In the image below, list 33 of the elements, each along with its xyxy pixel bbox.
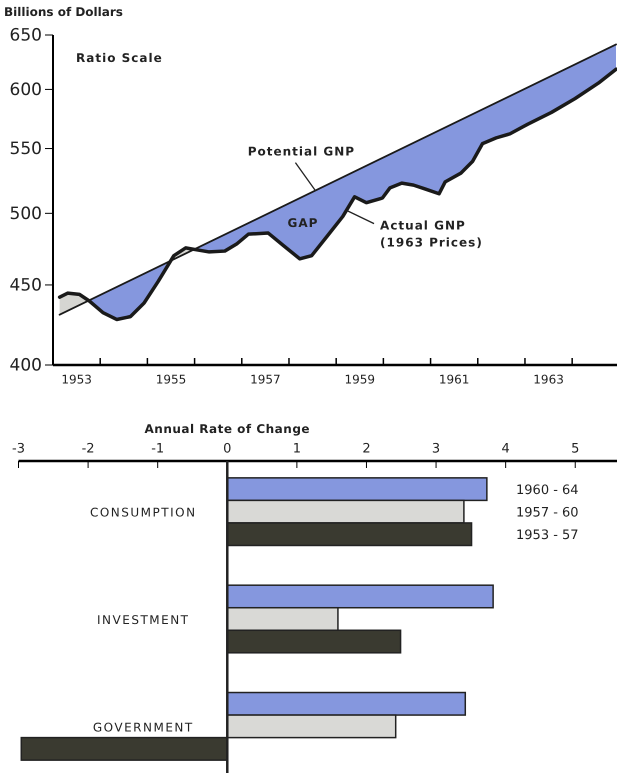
text: 1953 - 57 [516, 528, 579, 544]
y-tick-label: 450 [10, 275, 42, 296]
x-tick-label: 0 [223, 441, 232, 456]
x-tick-label: 4 [502, 441, 510, 456]
y-tick-label: GOVERNMENT [92, 720, 194, 734]
x-tick-label: 5 [571, 441, 580, 456]
annotation: Potential GNP [248, 144, 356, 159]
x-tick-label: -2 [82, 441, 95, 456]
y-tick-label: CONSUMPTION [90, 506, 197, 520]
x-tick-label: 3 [432, 441, 440, 456]
y-tick-label: 600 [10, 80, 42, 100]
x-tick-label: 1961 [438, 372, 470, 387]
annotation: Ratio Scale [76, 51, 163, 65]
x-tick-label: 1957 [250, 372, 281, 387]
annotation: GAP [288, 216, 318, 230]
text: 1960 - 64 [516, 483, 579, 498]
y-tick-label: 550 [10, 138, 42, 159]
y-tick-label: 500 [10, 204, 42, 224]
x-axis-title: Annual Rate of Change [144, 422, 310, 436]
x-tick-label: 1 [292, 441, 302, 456]
y-tick-label: INVESTMENT [97, 613, 190, 627]
y-tick-label: 650 [10, 25, 42, 46]
text: 1957 - 60 [516, 506, 579, 521]
x-tick-label: -1 [151, 441, 164, 456]
x-tick-label: 1953 [61, 372, 92, 387]
x-tick-label: 1963 [533, 372, 564, 387]
x-tick-label: 2 [362, 441, 371, 456]
x-tick-label: 1959 [344, 372, 376, 387]
y-axis-title: Billions of Dollars [4, 5, 123, 19]
y-tick-label: 400 [10, 355, 42, 376]
x-tick-label: -3 [12, 441, 25, 456]
x-tick-label: 1955 [156, 372, 186, 387]
annotation: Actual GNP (1963 Prices) [380, 218, 483, 250]
